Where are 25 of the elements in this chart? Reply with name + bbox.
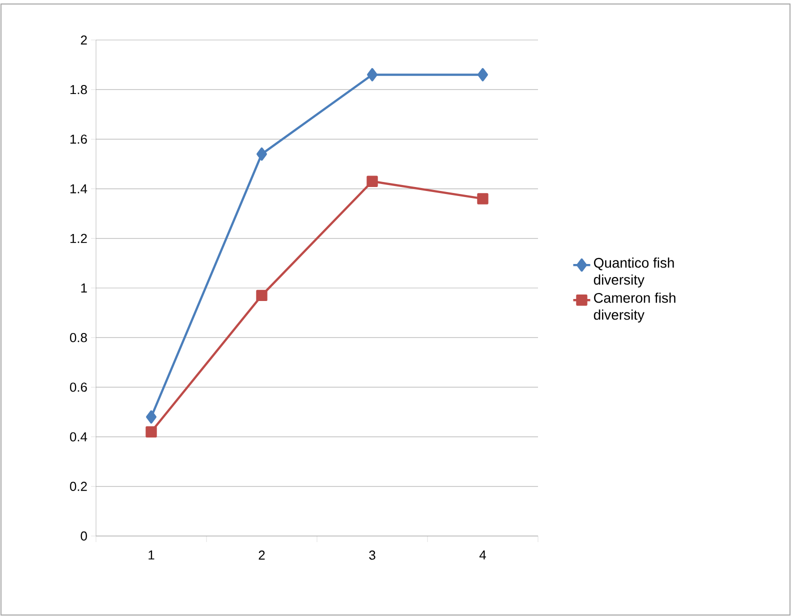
y-tick-label: 1.2 [70,234,87,243]
legend-label: Cameron fish diversity [594,292,676,323]
y-tick-label: 0.6 [70,382,87,392]
x-tick-label: 3 [369,550,376,560]
y-tick-label: 0 [80,531,87,541]
y-tick-label: 1.8 [70,85,87,94]
point [146,426,157,438]
x-tick-label: 1 [148,550,154,560]
y-tick-label: 0.2 [70,482,87,491]
point [478,68,488,82]
point [256,290,268,302]
point [366,176,378,187]
point [256,147,267,161]
y-tick-label: 1.4 [70,184,88,194]
y-tick-label: 1.6 [70,134,87,144]
y-tick-label: 1 [81,284,87,292]
point [146,410,156,424]
point [477,193,488,204]
y-tick-label: 0.4 [70,432,88,442]
y-tick-label: 2 [80,35,87,45]
y-tick-label: 0.8 [70,333,87,342]
legend-label: Quantico fish diversity [594,258,674,288]
x-tick-label: 4 [479,550,486,560]
x-tick-label: 2 [258,550,265,560]
point [367,68,378,82]
